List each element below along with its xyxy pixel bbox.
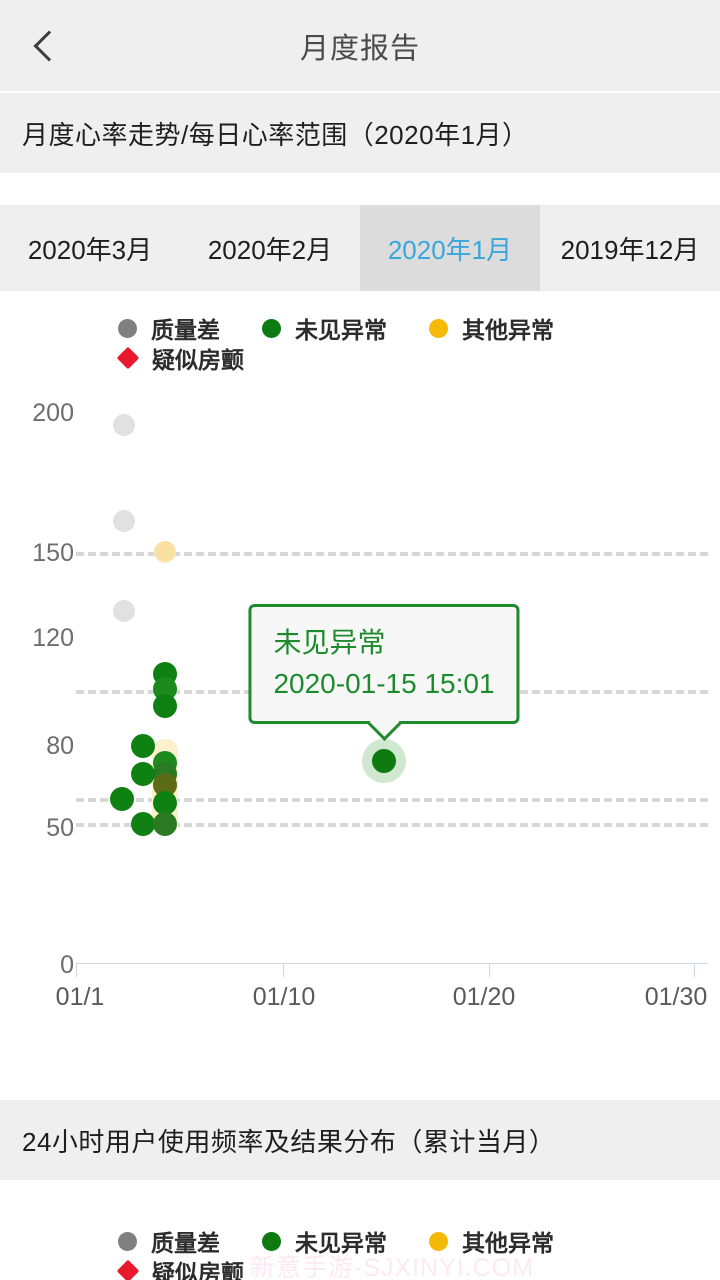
circle-marker-green-icon	[262, 1231, 281, 1251]
y-axis: 200 150 120 80 50 0	[0, 291, 74, 1100]
tooltip-status: 未见异常	[273, 627, 386, 658]
legend-label: 疑似房颤	[152, 1260, 244, 1280]
y-tick-label: 50	[46, 814, 74, 842]
y-tick-label: 150	[32, 539, 74, 567]
page-title: 月度报告	[299, 32, 420, 65]
x-tick-label: 01/30	[644, 983, 708, 1011]
app-header: 月度报告	[0, 0, 720, 91]
legend-label: 未见异常	[295, 1230, 387, 1256]
y-tick-label: 80	[46, 732, 74, 760]
data-point-normal[interactable]	[131, 762, 155, 786]
x-tick-label: 01/20	[452, 983, 516, 1011]
diamond-marker-red-icon	[116, 1259, 140, 1280]
data-point-normal[interactable]	[131, 812, 155, 836]
y-tick-label: 0	[60, 951, 74, 979]
data-point-poor-quality[interactable]	[113, 600, 135, 622]
tooltip-timestamp: 2020-01-15 15:01	[273, 668, 495, 700]
data-point-normal[interactable]	[153, 694, 177, 718]
x-tick	[489, 963, 490, 977]
data-point-other-abnormal[interactable]	[155, 541, 175, 561]
tab-2020-01[interactable]: 2020年1月	[360, 205, 540, 291]
watermark: 新意手游·SJXINYI.COM	[250, 1254, 535, 1280]
legend2-item-poor-quality[interactable]: 质量差	[118, 1224, 220, 1258]
tooltip-arrow	[367, 707, 401, 741]
x-tick	[694, 963, 695, 977]
data-point-normal[interactable]	[110, 787, 134, 811]
legend2-item-normal[interactable]: 未见异常	[262, 1224, 387, 1258]
circle-marker-gray-icon	[118, 1231, 137, 1251]
gridline	[76, 798, 708, 802]
y-tick-label: 120	[32, 624, 74, 652]
y-tick-label: 200	[32, 399, 74, 427]
diamond-marker-red-icon	[116, 346, 140, 370]
legend2-item-afib[interactable]: 疑似房颤	[116, 1254, 244, 1280]
chart-legend-2: 质量差 未见异常 其他异常 疑似房颤	[116, 1224, 698, 1280]
chart-legend: 质量差 未见异常 其他异常 疑似房颤	[116, 311, 698, 375]
gridline	[76, 823, 708, 827]
data-point-poor-quality[interactable]	[113, 414, 135, 436]
data-point-poor-quality[interactable]	[113, 510, 135, 532]
legend-label: 质量差	[151, 1230, 220, 1256]
legend-item-other-abnormal[interactable]: 其他异常	[429, 311, 554, 345]
tab-2020-03[interactable]: 2020年3月	[27, 234, 153, 265]
tab-2020-02[interactable]: 2020年2月	[207, 234, 333, 265]
gridline	[76, 552, 708, 556]
x-axis-line	[76, 963, 708, 964]
section-title-usage-frequency: 24小时用户使用频率及结果分布（累计当月）	[0, 1100, 720, 1180]
section-title-text: 24小时用户使用频率及结果分布（累计当月）	[22, 1126, 556, 1157]
legend-item-poor-quality[interactable]: 质量差	[118, 311, 220, 345]
x-tick	[76, 963, 77, 977]
x-tick	[283, 963, 284, 977]
point-tooltip: 未见异常 2020-01-15 15:01	[248, 604, 520, 741]
legend-item-afib[interactable]: 疑似房颤	[116, 341, 244, 375]
legend-label: 质量差	[151, 317, 220, 343]
circle-marker-yellow-icon	[429, 1231, 448, 1251]
data-point-normal[interactable]	[131, 734, 155, 758]
legend2-item-other-abnormal[interactable]: 其他异常	[429, 1224, 554, 1258]
circle-marker-yellow-icon	[429, 318, 448, 338]
section-title-text: 月度心率走势/每日心率范围（2020年1月）	[22, 119, 529, 150]
x-tick-label: 01/10	[252, 983, 316, 1011]
tab-2019-12[interactable]: 2019年12月	[560, 234, 700, 265]
legend-item-normal[interactable]: 未见异常	[262, 311, 387, 345]
data-point-normal[interactable]	[153, 791, 177, 815]
legend-label: 其他异常	[462, 317, 554, 343]
x-tick-label: 01/1	[55, 983, 105, 1011]
legend-label: 疑似房颤	[152, 347, 244, 373]
data-point-normal[interactable]	[153, 812, 177, 836]
data-point-selected[interactable]	[372, 749, 396, 773]
circle-marker-green-icon	[262, 318, 281, 338]
month-tab-bar[interactable]: 2020年3月 2020年2月 2020年1月 2019年12月	[0, 205, 720, 291]
circle-marker-gray-icon	[118, 318, 137, 338]
heart-rate-scatter-chart: 质量差 未见异常 其他异常 疑似房颤 200 15	[0, 291, 720, 1100]
legend-label: 未见异常	[295, 317, 387, 343]
section-title-heart-rate: 月度心率走势/每日心率范围（2020年1月）	[0, 93, 720, 173]
usage-chart-area: 质量差 未见异常 其他异常 疑似房颤	[0, 1180, 720, 1280]
legend-label: 其他异常	[462, 1230, 554, 1256]
